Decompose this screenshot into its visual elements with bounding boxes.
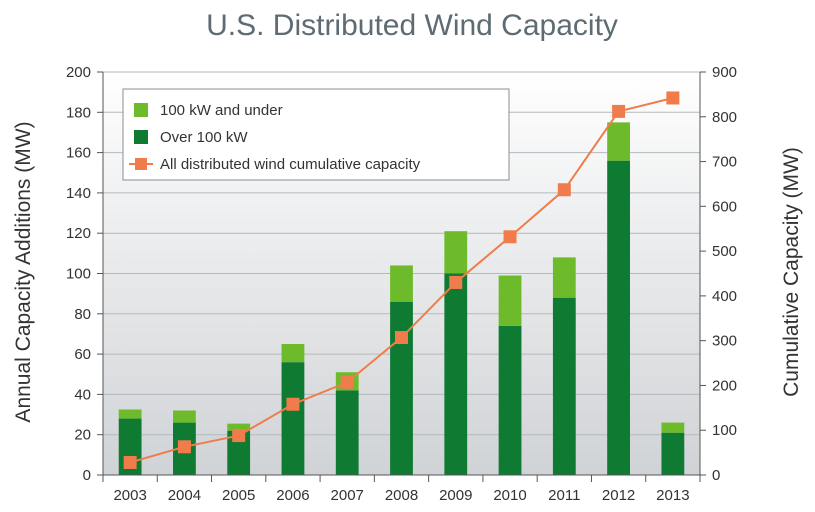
bar-100kw-under-2003 <box>118 409 142 419</box>
x-tick-label-2003: 2003 <box>113 487 146 504</box>
left-tick-label-8: 160 <box>66 145 91 162</box>
x-tick-label-2005: 2005 <box>222 487 255 504</box>
bar-100kw-under-2005 <box>227 423 251 431</box>
left-tick-label-4: 80 <box>74 306 91 323</box>
left-tick-label-2: 40 <box>74 386 91 403</box>
right-axis-ticks: 0 100 200 300 400 500 600 700 800 900 <box>700 64 737 484</box>
x-tick-label-2010: 2010 <box>493 487 526 504</box>
legend-box <box>122 88 510 181</box>
left-tick-label-1: 20 <box>74 427 91 444</box>
bar-100kw-under-2009 <box>444 231 468 274</box>
legend: 100 kW and under Over 100 kW All distribut… <box>122 88 510 181</box>
cumulative-marker-2005 <box>232 429 246 443</box>
x-tick-label-2007: 2007 <box>331 487 364 504</box>
legend-swatch-0 <box>134 103 148 117</box>
right-tick-label-4: 400 <box>712 288 737 305</box>
left-tick-label-7: 140 <box>66 185 91 202</box>
right-tick-label-8: 800 <box>712 109 737 126</box>
bar-over-100kw-2011 <box>552 297 576 475</box>
right-tick-label-0: 0 <box>712 467 720 484</box>
bar-100kw-under-2012 <box>607 122 630 161</box>
bar-100kw-under-2006 <box>281 344 305 363</box>
bar-100kw-under-2008 <box>390 265 413 302</box>
bars <box>118 122 685 475</box>
cumulative-marker-2009 <box>449 275 463 289</box>
left-tick-label-9: 180 <box>66 104 91 121</box>
left-axis-title: Annual Capacity Additions (MW) <box>12 121 35 422</box>
cumulative-marker-2008 <box>395 331 408 345</box>
right-axis-title: Cumulative Capacity (MW) <box>780 147 803 397</box>
cumulative-marker-2011 <box>557 183 571 197</box>
right-tick-label-9: 900 <box>712 64 737 81</box>
x-tick-label-2004: 2004 <box>168 487 201 504</box>
left-tick-label-0: 0 <box>83 467 91 484</box>
bar-over-100kw-2009 <box>444 273 468 475</box>
bar-100kw-under-2011 <box>552 257 576 298</box>
left-axis-ticks: 0 20 40 60 80 100 120 140 160 180 200 <box>66 64 103 484</box>
bar-100kw-under-2013 <box>661 422 685 433</box>
bar-over-100kw-2010 <box>498 325 522 475</box>
chart-title: U.S. Distributed Wind Capacity <box>206 9 618 42</box>
cumulative-marker-2012 <box>612 104 626 118</box>
bar-over-100kw-2008 <box>390 301 413 475</box>
left-tick-label-6: 120 <box>66 225 91 242</box>
bar-over-100kw-2007 <box>335 390 359 475</box>
cumulative-marker-2007 <box>340 375 354 389</box>
x-tick-label-2006: 2006 <box>276 487 309 504</box>
legend-label-2: All distributed wind cumulative capacity <box>160 156 421 173</box>
legend-label-0: 100 kW and under <box>160 102 283 119</box>
x-tick-label-2008: 2008 <box>385 487 418 504</box>
bar-over-100kw-2006 <box>281 362 305 475</box>
x-tick-label-2011: 2011 <box>548 487 580 504</box>
bar-100kw-under-2010 <box>498 275 522 326</box>
cumulative-marker-2013 <box>666 91 680 105</box>
right-tick-label-7: 700 <box>712 154 737 171</box>
cumulative-marker-2004 <box>177 440 191 454</box>
x-tick-label-2013: 2013 <box>656 487 689 504</box>
right-tick-label-2: 200 <box>712 377 737 394</box>
bar-over-100kw-2012 <box>607 160 630 475</box>
right-tick-label-6: 600 <box>712 198 737 215</box>
x-axis-ticks: 2003 2004 2005 2006 2007 2008 2009 2010 2011 2012… <box>102 475 701 504</box>
cumulative-line <box>123 91 680 469</box>
legend-label-1: Over 100 kW <box>160 129 248 146</box>
cumulative-marker-2003 <box>123 455 137 469</box>
bar-over-100kw-2013 <box>661 432 685 475</box>
left-tick-label-5: 100 <box>66 266 91 283</box>
x-tick-label-2012: 2012 <box>602 487 635 504</box>
right-tick-label-1: 100 <box>712 422 737 439</box>
left-tick-label-10: 200 <box>66 64 91 81</box>
x-tick-label-2009: 2009 <box>439 487 472 504</box>
bar-100kw-under-2004 <box>173 410 196 423</box>
cumulative-marker-2006 <box>286 397 300 411</box>
legend-marker-2 <box>135 158 147 170</box>
cumulative-marker-2010 <box>503 230 517 244</box>
right-tick-label-3: 300 <box>712 333 737 350</box>
right-tick-label-5: 500 <box>712 243 737 260</box>
left-tick-label-3: 60 <box>74 346 91 363</box>
legend-swatch-1 <box>134 130 148 144</box>
